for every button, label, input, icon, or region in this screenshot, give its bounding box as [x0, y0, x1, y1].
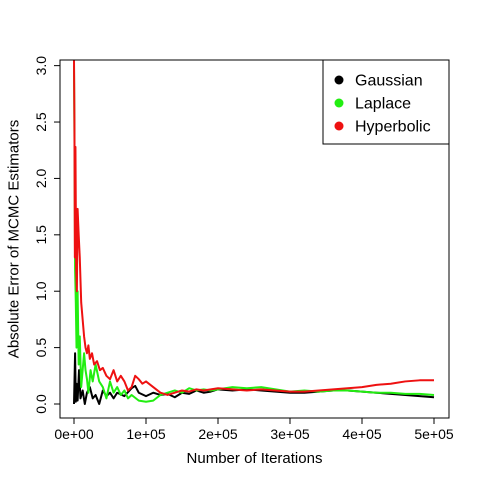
legend-label-laplace: Laplace — [355, 96, 411, 113]
legend-box — [322, 59, 450, 145]
legend-marker-laplace — [334, 98, 344, 108]
series-layer — [73, 59, 435, 405]
y-tick-label: 0.0 — [33, 394, 49, 414]
y-axis-title: Absolute Error of MCMC Estimators — [5, 120, 22, 358]
x-axis: 0e+00 1e+05 2e+05 3e+05 4e+05 5e+05 — [54, 417, 454, 442]
x-tick-label: 3e+05 — [270, 426, 310, 442]
x-tick-label: 4e+05 — [342, 426, 382, 442]
series-line-hyperbolic — [73, 59, 434, 396]
legend-label-hyperbolic: Hyperbolic — [355, 119, 431, 136]
x-tick-label: 1e+05 — [126, 426, 166, 442]
y-tick-label: 3.0 — [33, 56, 49, 76]
x-tick-label: 5e+05 — [414, 426, 454, 442]
x-tick-label: 2e+05 — [198, 426, 238, 442]
y-tick-label: 1.5 — [33, 225, 49, 245]
y-tick-label: 2.5 — [33, 112, 49, 132]
y-tick-label: 0.5 — [33, 338, 49, 358]
legend: Gaussian Laplace Hyperbolic — [322, 59, 450, 145]
y-tick-label: 1.0 — [33, 281, 49, 301]
legend-marker-hyperbolic — [334, 121, 344, 131]
y-tick-label: 2.0 — [33, 168, 49, 188]
x-axis-title: Number of Iterations — [187, 450, 323, 467]
legend-label-gaussian: Gaussian — [355, 73, 423, 90]
x-tick-label: 0e+00 — [54, 426, 94, 442]
y-axis: 0.0 0.5 1.0 1.5 2.0 2.5 3.0 — [33, 56, 61, 414]
legend-marker-gaussian — [334, 75, 344, 85]
